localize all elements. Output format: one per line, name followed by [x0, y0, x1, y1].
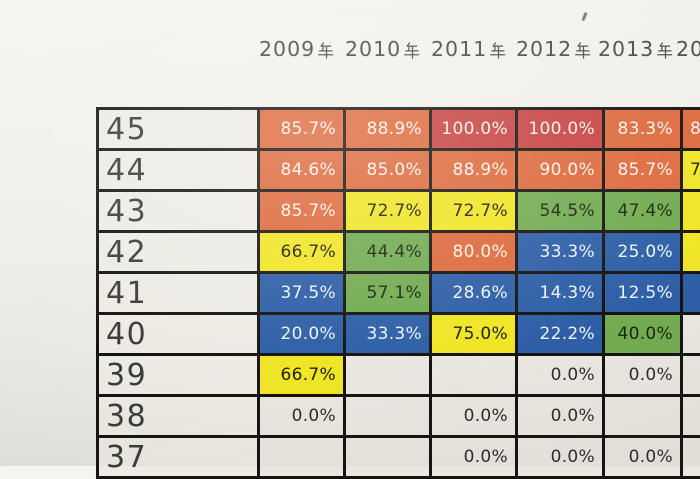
value-cell — [683, 438, 700, 476]
row-label-cell: 43 — [99, 192, 257, 230]
value-cell: 72.7% — [432, 192, 515, 230]
year-header-text: 20 — [676, 37, 700, 61]
value-cell: 8 — [683, 110, 700, 148]
percentage-table: 45 85.7% 88.9% 100.0% 100.0% 83.3% 8 44 84.6% 85.… — [96, 107, 700, 479]
value-cell: 33.3% — [518, 233, 602, 271]
value-cell: 47.4% — [605, 192, 680, 230]
year-kanji-icon — [657, 41, 673, 59]
value-cell — [346, 397, 429, 435]
row-label-cell: 40 — [99, 315, 257, 353]
value-cell: 44.4% — [346, 233, 429, 271]
value-cell: 0.0% — [605, 356, 680, 394]
value-cell: 80.0% — [432, 233, 515, 271]
value-cell: 72.7% — [346, 192, 429, 230]
year-header: 2010 — [345, 37, 420, 61]
value-cell — [346, 438, 429, 476]
value-cell: 54.5% — [518, 192, 602, 230]
value-cell: 33.3% — [346, 315, 429, 353]
year-header-text: 2010 — [345, 37, 402, 61]
value-cell — [683, 356, 700, 394]
year-kanji-icon — [490, 41, 506, 59]
value-cell — [683, 315, 700, 353]
value-cell: 66.7% — [260, 356, 343, 394]
value-cell: 66.7% — [260, 233, 343, 271]
year-kanji-icon — [318, 41, 334, 59]
value-cell: 7 — [683, 151, 700, 189]
row-label-cell: 44 — [99, 151, 257, 189]
year-header: 2009 — [259, 37, 334, 61]
paper-photo: 2009 2010 2011 2012 2013 20 45 85.7% 88.9% 100.0… — [0, 11, 700, 479]
value-cell: 85.7% — [260, 110, 343, 148]
value-cell — [346, 356, 429, 394]
year-header-text: 2012 — [516, 37, 573, 61]
value-cell: 88.9% — [346, 110, 429, 148]
value-cell: 88.9% — [432, 151, 515, 189]
value-cell — [683, 274, 700, 312]
year-header: 2011 — [431, 37, 506, 61]
ink-speck — [581, 11, 588, 22]
value-cell: 100.0% — [518, 110, 602, 148]
value-cell: 40.0% — [605, 315, 680, 353]
value-cell: 84.6% — [260, 151, 343, 189]
year-header-text: 2011 — [431, 37, 488, 61]
value-cell: 85.7% — [260, 192, 343, 230]
value-cell: 85.0% — [346, 151, 429, 189]
value-cell — [260, 438, 343, 476]
value-cell: 85.7% — [605, 151, 680, 189]
value-cell: 0.0% — [432, 397, 515, 435]
value-cell: 12.5% — [605, 274, 680, 312]
value-cell: 75.0% — [432, 315, 515, 353]
value-cell: 0.0% — [605, 438, 680, 476]
row-label-cell: 39 — [99, 356, 257, 394]
year-kanji-icon — [575, 41, 591, 59]
row-label-cell: 38 — [99, 397, 257, 435]
row-label-cell: 37 — [99, 438, 257, 476]
value-cell: 0.0% — [518, 397, 602, 435]
value-cell — [432, 356, 515, 394]
row-label-cell: 45 — [99, 110, 257, 148]
year-header: 2012 — [516, 37, 591, 61]
value-cell: 28.6% — [432, 274, 515, 312]
value-cell — [683, 233, 700, 271]
value-cell — [683, 192, 700, 230]
value-cell: 0.0% — [260, 397, 343, 435]
row-label-cell: 41 — [99, 274, 257, 312]
value-cell: 57.1% — [346, 274, 429, 312]
year-header-text: 2009 — [259, 37, 316, 61]
year-kanji-icon — [404, 41, 420, 59]
year-header: 20 — [676, 37, 700, 61]
value-cell: 83.3% — [605, 110, 680, 148]
value-cell: 22.2% — [518, 315, 602, 353]
year-header-text: 2013 — [598, 37, 655, 61]
year-header: 2013 — [598, 37, 673, 61]
value-cell: 100.0% — [432, 110, 515, 148]
value-cell: 20.0% — [260, 315, 343, 353]
value-cell: 14.3% — [518, 274, 602, 312]
year-header-row: 2009 2010 2011 2012 2013 20 — [0, 37, 700, 63]
row-label-cell: 42 — [99, 233, 257, 271]
value-cell: 0.0% — [518, 356, 602, 394]
value-cell: 90.0% — [518, 151, 602, 189]
value-cell: 0.0% — [518, 438, 602, 476]
value-cell: 37.5% — [260, 274, 343, 312]
value-cell: 0.0% — [432, 438, 515, 476]
value-cell: 25.0% — [605, 233, 680, 271]
value-cell — [683, 397, 700, 435]
value-cell — [605, 397, 680, 435]
